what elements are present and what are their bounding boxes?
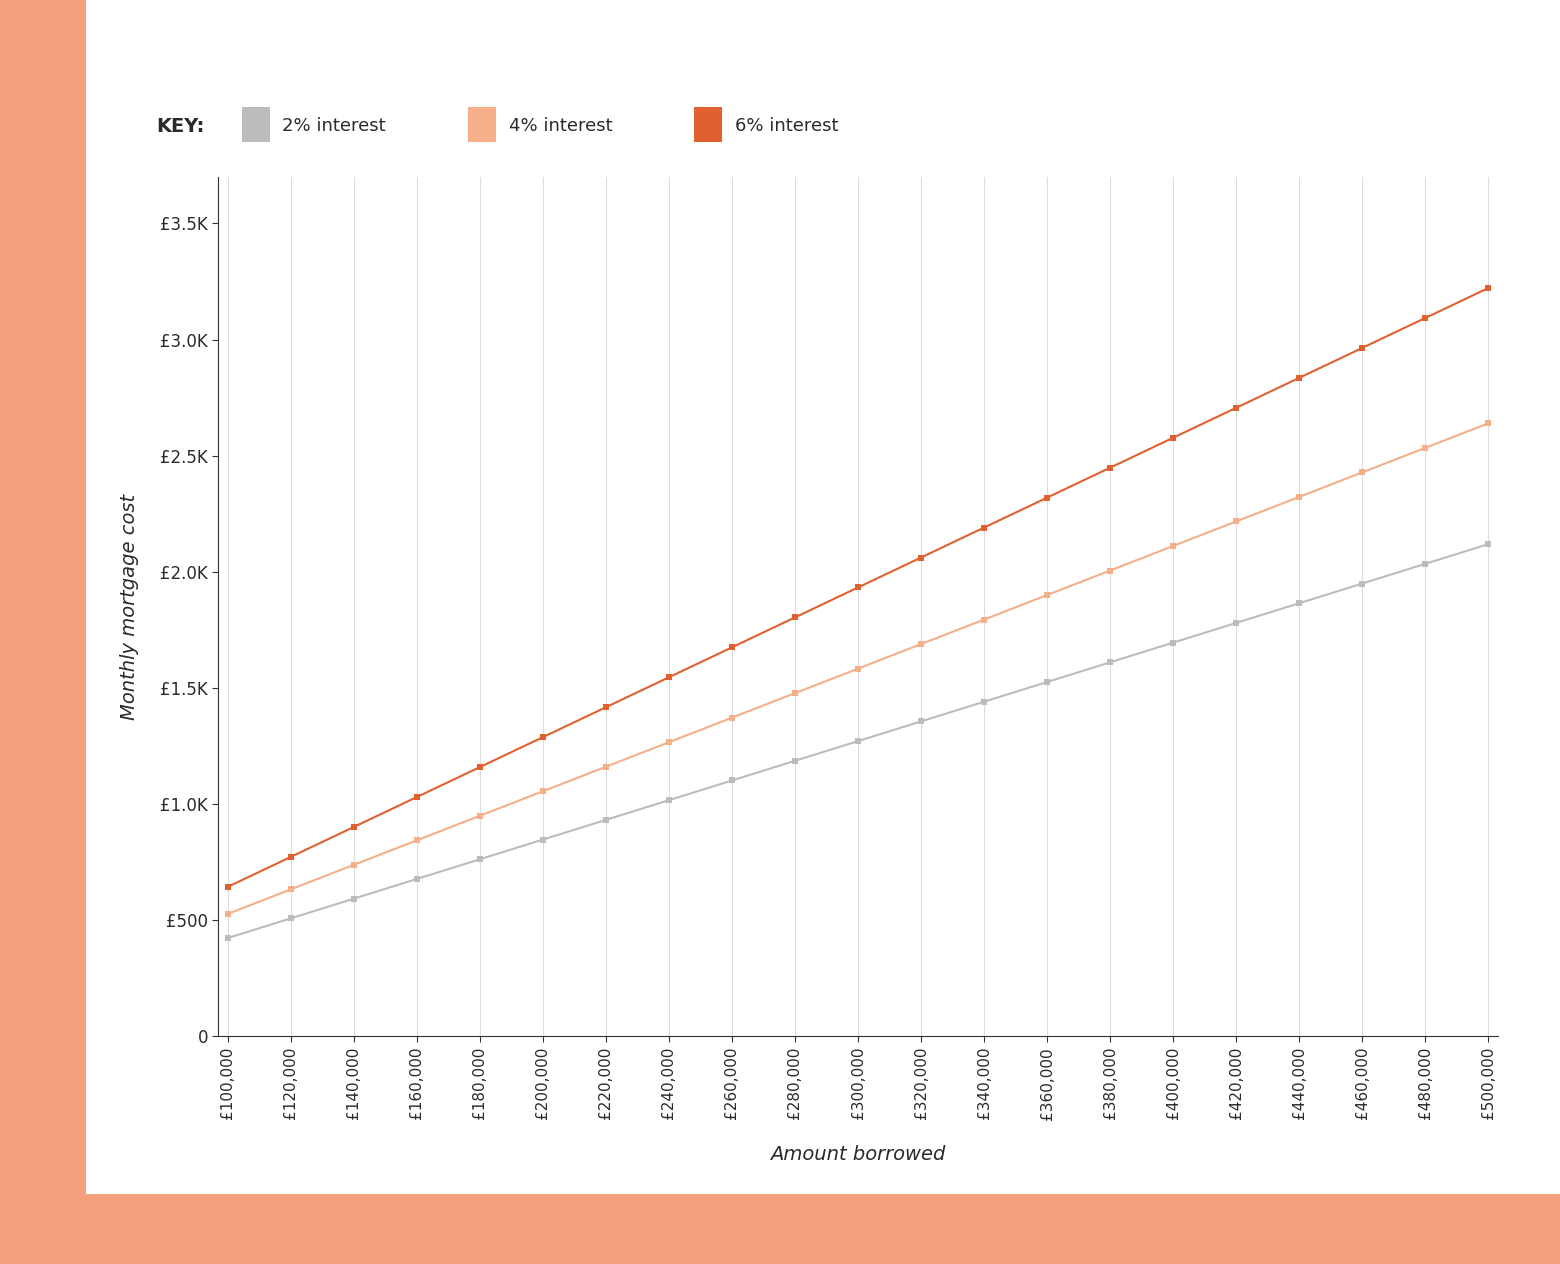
2% interest: [786, 753, 805, 769]
X-axis label: Amount borrowed: Amount borrowed: [771, 1144, 945, 1164]
6% interest: [1353, 340, 1371, 355]
6% interest: [471, 760, 490, 775]
2% interest: [407, 871, 426, 886]
2% interest: [281, 911, 300, 927]
6% interest: [281, 849, 300, 865]
Text: 2% interest: 2% interest: [282, 118, 385, 135]
6% interest: [1416, 311, 1435, 326]
2% interest: [1290, 595, 1309, 611]
4% interest: [281, 882, 300, 897]
2% interest: [596, 813, 615, 828]
4% interest: [596, 760, 615, 775]
6% interest: [1037, 490, 1056, 506]
2% interest: [1479, 537, 1498, 552]
2% interest: [975, 694, 994, 709]
4% interest: [1416, 440, 1435, 455]
4% interest: [1479, 416, 1498, 431]
6% interest: [849, 580, 867, 595]
6% interest: [722, 640, 741, 655]
2% interest: [1353, 576, 1371, 592]
6% interest: [218, 880, 237, 895]
6% interest: [660, 670, 679, 685]
6% interest: [1164, 430, 1182, 445]
6% interest: [1101, 460, 1120, 475]
2% interest: [1101, 655, 1120, 670]
Text: 6% interest: 6% interest: [735, 118, 838, 135]
2% interest: [471, 852, 490, 867]
Line: 6% interest: 6% interest: [225, 284, 1491, 890]
4% interest: [911, 637, 930, 652]
4% interest: [1290, 489, 1309, 504]
2% interest: [722, 772, 741, 787]
6% interest: [596, 699, 615, 714]
2% interest: [1416, 556, 1435, 571]
4% interest: [1037, 588, 1056, 603]
Line: 4% interest: 4% interest: [225, 420, 1491, 918]
4% interest: [660, 734, 679, 750]
6% interest: [345, 819, 363, 834]
Text: KEY:: KEY:: [156, 116, 204, 137]
2% interest: [534, 832, 552, 847]
2% interest: [218, 930, 237, 945]
4% interest: [407, 833, 426, 848]
Text: 4% interest: 4% interest: [509, 118, 612, 135]
6% interest: [1226, 401, 1245, 416]
6% interest: [1290, 370, 1309, 386]
4% interest: [1353, 465, 1371, 480]
6% interest: [1479, 281, 1498, 296]
2% interest: [1164, 635, 1182, 650]
2% interest: [345, 891, 363, 906]
2% interest: [911, 714, 930, 729]
2% interest: [849, 733, 867, 748]
4% interest: [722, 710, 741, 726]
4% interest: [471, 808, 490, 823]
2% interest: [1226, 616, 1245, 631]
4% interest: [849, 661, 867, 676]
2% interest: [1037, 675, 1056, 690]
6% interest: [534, 729, 552, 744]
6% interest: [975, 520, 994, 535]
4% interest: [1101, 562, 1120, 578]
6% interest: [786, 609, 805, 624]
Y-axis label: Monthly mortgage cost: Monthly mortgage cost: [120, 494, 139, 719]
6% interest: [911, 550, 930, 565]
6% interest: [407, 790, 426, 805]
4% interest: [786, 685, 805, 700]
Line: 2% interest: 2% interest: [225, 541, 1491, 942]
4% interest: [218, 906, 237, 921]
4% interest: [534, 784, 552, 799]
2% interest: [660, 793, 679, 808]
4% interest: [975, 612, 994, 627]
4% interest: [345, 857, 363, 872]
4% interest: [1164, 538, 1182, 554]
4% interest: [1226, 514, 1245, 530]
